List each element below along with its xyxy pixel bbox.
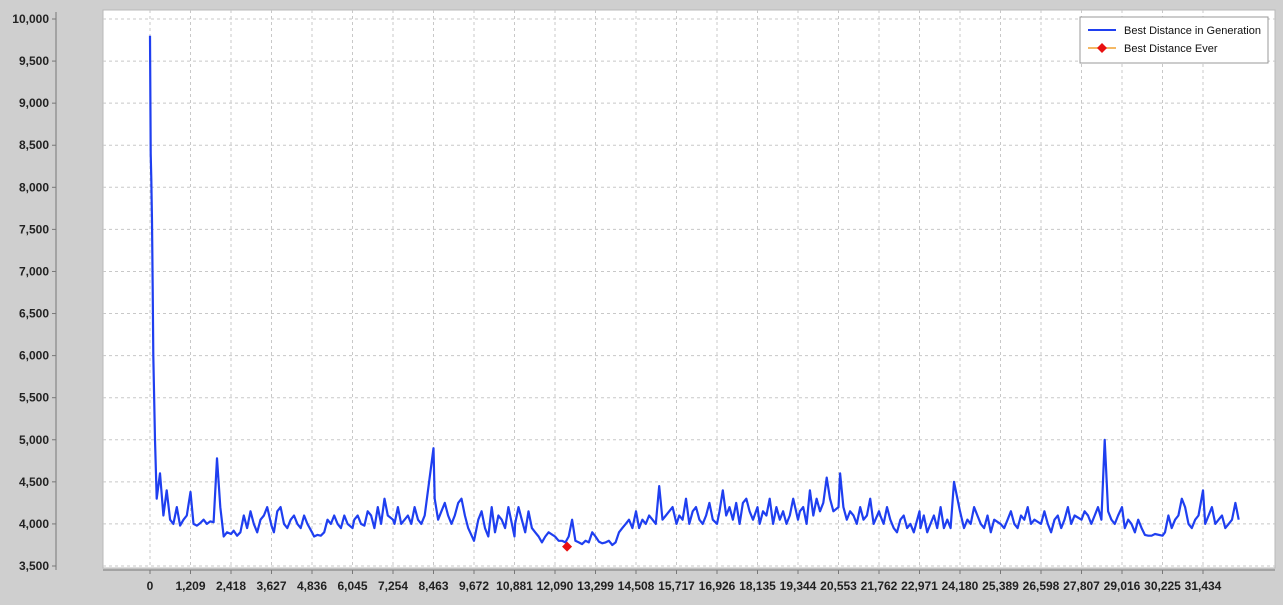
y-tick-label: 5,000 — [19, 433, 49, 447]
legend-box — [1079, 16, 1269, 64]
y-tick-label: 10,000 — [12, 12, 49, 26]
x-tick-label: 30,225 — [1144, 579, 1181, 593]
x-tick-label: 18,135 — [739, 579, 776, 593]
x-tick-label: 3,627 — [256, 579, 286, 593]
y-tick-label: 5,500 — [19, 391, 49, 405]
x-tick-label: 14,508 — [618, 579, 655, 593]
x-tick-label: 24,180 — [942, 579, 979, 593]
x-tick-label: 9,672 — [459, 579, 489, 593]
x-ticks: 0 1,209 2,418 3,627 4,836 6,045 7,254 8,463 9,67… — [147, 570, 1222, 593]
x-tick-label: 21,762 — [861, 579, 898, 593]
series-layer — [148, 35, 1240, 552]
y-tick-label: 7,000 — [19, 264, 49, 278]
x-tick-label: 29,016 — [1104, 579, 1141, 593]
y-tick-label: 9,500 — [19, 54, 49, 68]
axes — [55, 12, 1275, 571]
y-tick-label: 6,000 — [19, 349, 49, 363]
legend-label-best-ever: Best Distance Ever — [1124, 43, 1218, 55]
x-tick-label: 25,389 — [982, 579, 1019, 593]
x-tick-label: 31,434 — [1185, 579, 1222, 593]
series-point-best-ever — [562, 541, 573, 552]
x-tick-label: 2,418 — [216, 579, 246, 593]
x-tick-label: 12,090 — [537, 579, 574, 593]
plot-area — [102, 9, 1276, 569]
x-tick-label: 26,598 — [1023, 579, 1060, 593]
y-tick-label: 4,500 — [19, 475, 49, 489]
y-tick-label: 9,000 — [19, 96, 49, 110]
x-tick-label: 20,553 — [820, 579, 857, 593]
series-line-best-in-generation — [148, 35, 1240, 547]
legend: Best Distance in Generation Best Distanc… — [1079, 16, 1269, 64]
x-tick-label: 8,463 — [418, 579, 448, 593]
x-tick-label: 22,971 — [901, 579, 938, 593]
y-tick-label: 6,500 — [19, 307, 49, 321]
x-tick-label: 7,254 — [378, 579, 408, 593]
grid — [103, 10, 1275, 568]
y-tick-label: 8,500 — [19, 138, 49, 152]
x-tick-label: 16,926 — [699, 579, 736, 593]
y-tick-label: 7,500 — [19, 222, 49, 236]
legend-marker-best-ever — [1097, 43, 1107, 53]
x-tick-label: 6,045 — [337, 579, 367, 593]
legend-label-best-in-generation: Best Distance in Generation — [1124, 25, 1261, 37]
y-tick-label: 8,000 — [19, 180, 49, 194]
x-tick-label: 13,299 — [577, 579, 614, 593]
x-tick-label: 10,881 — [496, 579, 533, 593]
x-tick-label: 19,344 — [780, 579, 817, 593]
y-ticks: 3,500 4,000 4,500 5,000 5,500 6,000 6,500 7,000… — [12, 12, 56, 573]
y-tick-label: 3,500 — [19, 559, 49, 573]
x-tick-label: 0 — [147, 579, 154, 593]
y-tick-label: 4,000 — [19, 517, 49, 531]
x-tick-label: 15,717 — [658, 579, 695, 593]
x-tick-label: 27,807 — [1063, 579, 1100, 593]
x-tick-label: 1,209 — [175, 579, 205, 593]
x-tick-label: 4,836 — [297, 579, 327, 593]
